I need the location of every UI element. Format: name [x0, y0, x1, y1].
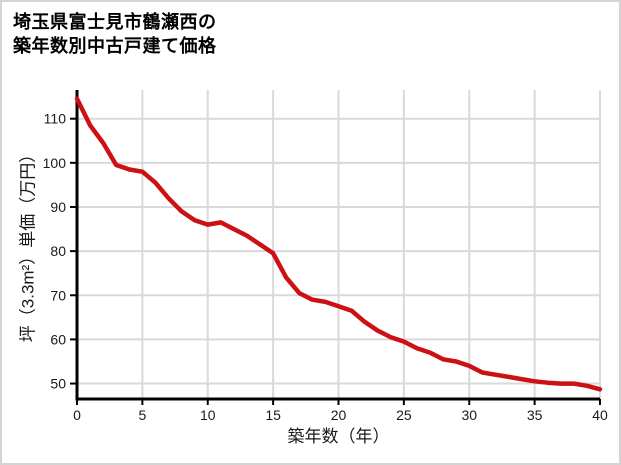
x-tick-label: 35 — [527, 407, 543, 423]
chart-title-line1: 埼玉県富士見市鶴瀬西の — [13, 12, 217, 32]
y-tick-label: 110 — [44, 111, 67, 127]
x-axis-label: 築年数（年） — [287, 427, 390, 446]
x-tick-label: 40 — [592, 407, 608, 423]
price-line — [74, 96, 603, 392]
y-tick-label: 60 — [50, 331, 66, 347]
x-tick-label: 15 — [265, 407, 281, 423]
x-tick-label: 20 — [331, 407, 347, 423]
y-tick-label: 80 — [50, 243, 66, 259]
x-tick-label: 0 — [73, 407, 81, 423]
y-axis-label: 坪（3.3m²）単価（万円） — [18, 145, 38, 343]
y-tick-label: 100 — [43, 155, 67, 171]
chart-title-line2: 築年数別中古戸建て価格 — [13, 36, 217, 56]
x-tick-label: 25 — [396, 407, 412, 423]
chart-title: 埼玉県富士見市鶴瀬西の 築年数別中古戸建て価格 — [13, 10, 217, 58]
x-tick-label: 30 — [461, 407, 477, 423]
y-tick-label: 70 — [50, 287, 66, 303]
x-tick-label: 10 — [200, 407, 216, 423]
y-tick-label: 90 — [50, 199, 66, 215]
y-tick-label: 50 — [50, 376, 66, 392]
x-tick-label: 5 — [138, 407, 146, 423]
